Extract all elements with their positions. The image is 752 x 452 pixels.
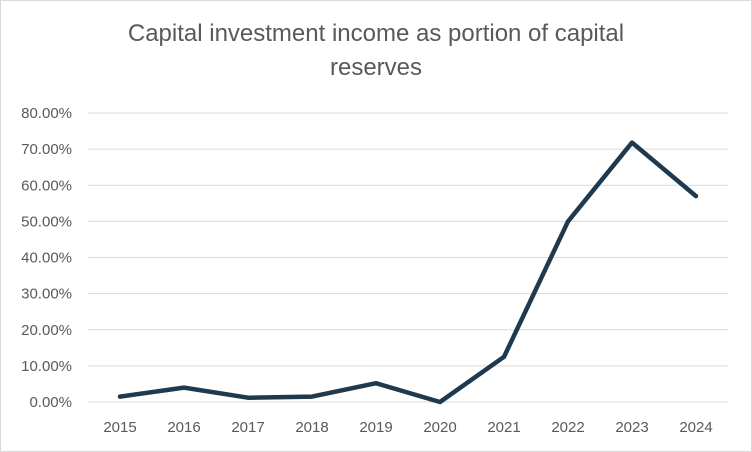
y-tick-label: 0.00% bbox=[29, 394, 72, 411]
x-tick-label: 2015 bbox=[103, 419, 136, 436]
x-tick-label: 2024 bbox=[679, 419, 712, 436]
y-tick-label: 20.00% bbox=[21, 322, 72, 339]
data-point bbox=[438, 400, 442, 404]
data-point bbox=[246, 395, 250, 400]
y-tick-label: 40.00% bbox=[21, 250, 72, 267]
data-point bbox=[182, 385, 186, 390]
data-point bbox=[374, 381, 378, 386]
series-line bbox=[117, 140, 699, 405]
y-tick-label: 50.00% bbox=[21, 213, 72, 230]
data-point bbox=[502, 354, 506, 359]
data-point bbox=[310, 394, 314, 399]
data-point bbox=[694, 194, 698, 199]
data-point bbox=[118, 394, 122, 399]
y-tick-label: 10.00% bbox=[21, 358, 72, 375]
y-tick-label: 70.00% bbox=[21, 141, 72, 158]
y-tick-label: 30.00% bbox=[21, 286, 72, 303]
x-axis: 2015 2016 2017 2018 2019 2020 2021 2022 2023 2024 bbox=[103, 419, 712, 436]
y-tick-label: 80.00% bbox=[21, 105, 72, 122]
chart-title: Capital investment income as portion of … bbox=[127, 20, 625, 81]
x-tick-label: 2021 bbox=[487, 419, 520, 436]
x-tick-label: 2022 bbox=[551, 419, 584, 436]
y-axis: 0.00% 10.00% 20.00% 30.00% 40.00% 50.00% 60.00… bbox=[21, 105, 72, 411]
x-tick-label: 2018 bbox=[295, 419, 328, 436]
x-tick-label: 2017 bbox=[231, 419, 264, 436]
x-tick-label: 2019 bbox=[359, 419, 392, 436]
data-point bbox=[566, 219, 570, 224]
gridlines bbox=[88, 112, 728, 403]
y-tick-label: 60.00% bbox=[21, 177, 72, 194]
x-tick-label: 2020 bbox=[423, 419, 456, 436]
data-point bbox=[630, 140, 634, 145]
series-layer bbox=[117, 140, 699, 405]
x-tick-label: 2023 bbox=[615, 419, 648, 436]
x-tick-label: 2016 bbox=[167, 419, 200, 436]
